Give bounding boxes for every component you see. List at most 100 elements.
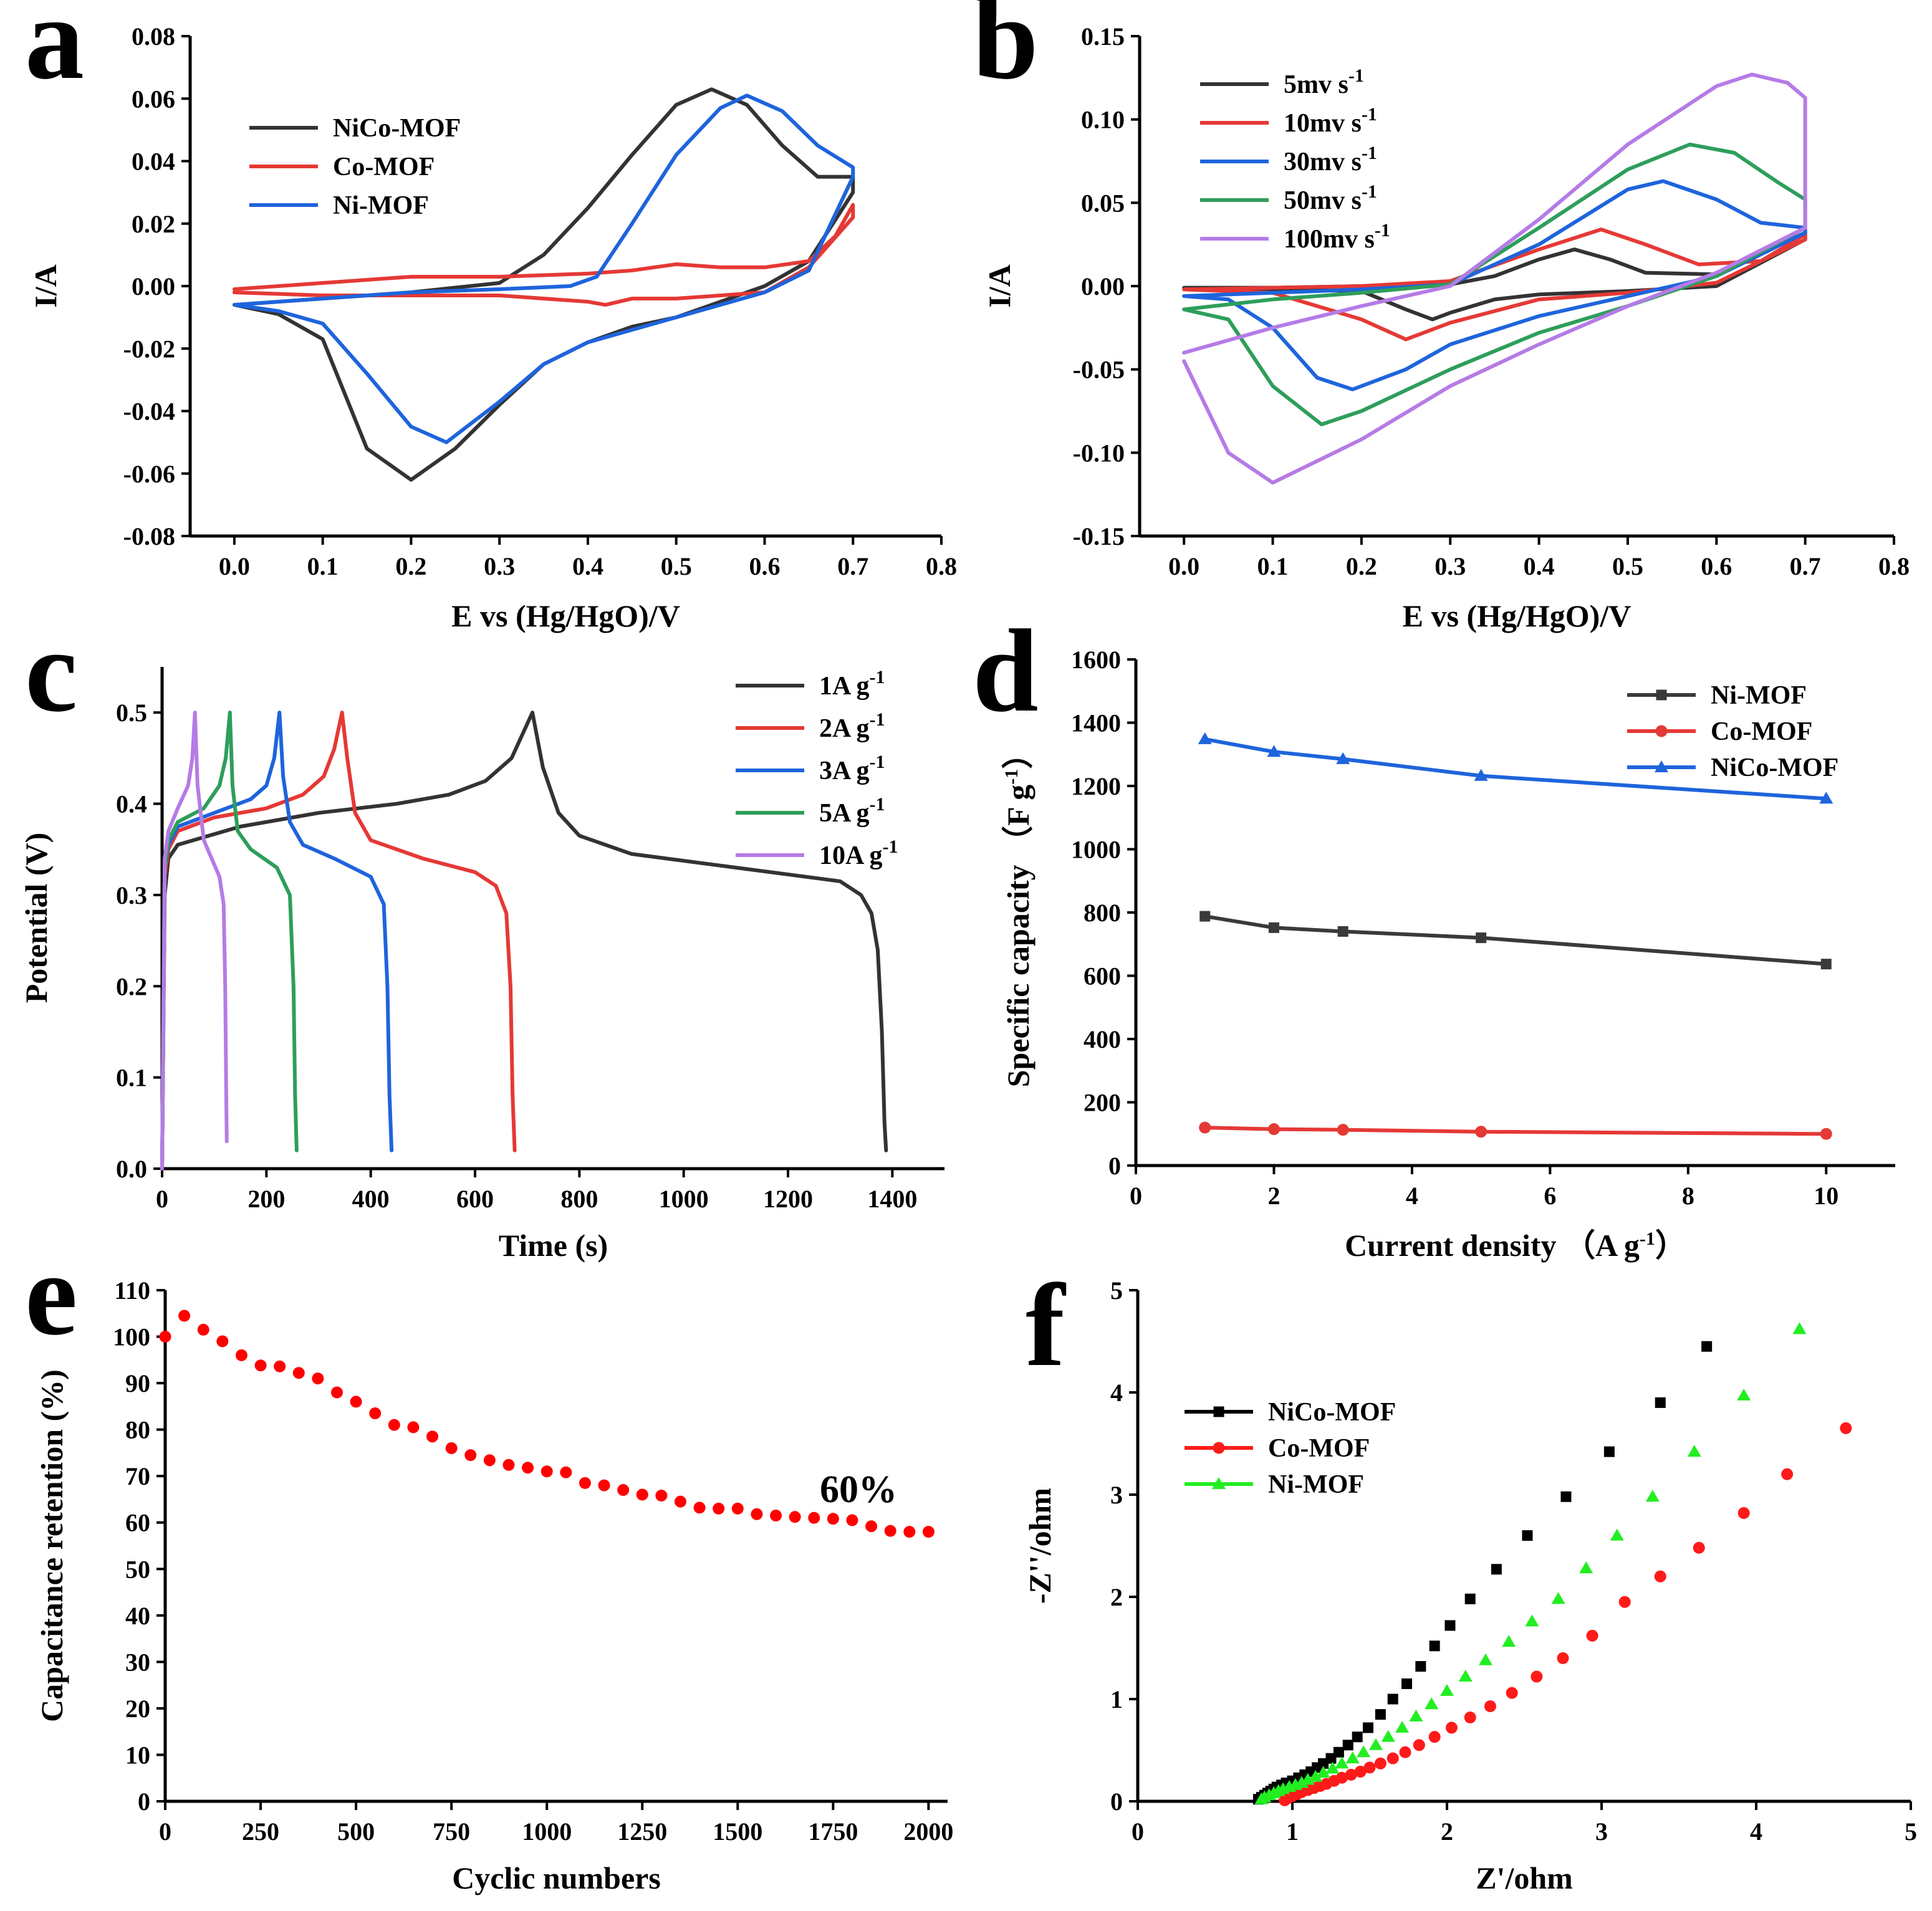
- data-point: [1395, 1720, 1410, 1733]
- legend-label: Ni-MOF: [1711, 681, 1807, 710]
- x-tick-label: 0.7: [837, 552, 868, 580]
- x-tick-label: 1000: [659, 1185, 709, 1213]
- x-axis-title: Time (s): [499, 1228, 608, 1263]
- data-point: [1337, 1124, 1349, 1136]
- data-point: [1502, 1635, 1516, 1647]
- data-point: [254, 1359, 267, 1372]
- y-tick-label: 110: [114, 1276, 150, 1305]
- legend-marker: [1213, 1406, 1224, 1417]
- y-tick-label: 40: [125, 1602, 150, 1630]
- x-tick-label: 0.6: [749, 552, 780, 580]
- data-point: [1484, 1700, 1496, 1712]
- data-point: [1294, 1776, 1309, 1788]
- data-point: [1374, 1757, 1387, 1770]
- x-axis-title-main: Current density （A g: [1345, 1228, 1640, 1263]
- y-tick-label: 100: [113, 1323, 150, 1351]
- x-tick-label: 0.1: [307, 552, 339, 580]
- legend-label: 50mv s-1: [1284, 181, 1377, 215]
- y-tick-label: 10: [125, 1741, 150, 1769]
- data-point: [541, 1465, 553, 1478]
- x-tick-label: 2000: [903, 1818, 953, 1846]
- data-point: [1475, 1126, 1487, 1138]
- legend-marker: [1655, 760, 1668, 772]
- data-point: [617, 1484, 630, 1497]
- legend-label: NiCo-MOF: [1711, 754, 1838, 782]
- series-line: [232, 87, 855, 482]
- data-point: [1820, 959, 1832, 970]
- data-point: [1399, 1746, 1411, 1758]
- data-point: [502, 1458, 515, 1471]
- x-tick-label: 800: [560, 1185, 598, 1213]
- data-point: [731, 1502, 744, 1515]
- legend-label: Co-MOF: [1268, 1434, 1370, 1463]
- data-point: [1381, 1730, 1395, 1742]
- x-tick-label: 8: [1682, 1182, 1694, 1210]
- data-point: [445, 1442, 458, 1454]
- x-tick-label: 1250: [617, 1818, 667, 1846]
- legend-label: 100mv s-1: [1284, 220, 1390, 254]
- data-point: [1645, 1490, 1660, 1502]
- x-tick-label: 5: [1905, 1818, 1917, 1846]
- data-point: [426, 1430, 439, 1443]
- x-tick-label: 500: [337, 1818, 375, 1846]
- series-line: [160, 711, 299, 1171]
- y-tick-label: 200: [1084, 1089, 1121, 1117]
- data-point: [1525, 1614, 1539, 1627]
- series-line: [160, 711, 517, 1171]
- data-point: [1687, 1445, 1701, 1457]
- legend-label-main: 30mv s: [1284, 148, 1362, 176]
- data-point: [407, 1421, 420, 1434]
- y-tick-label: 0.2: [116, 972, 147, 1000]
- y-axis-title: Capacitance retention (%): [34, 1369, 69, 1722]
- x-tick-label: 0.1: [1257, 552, 1289, 580]
- data-point: [579, 1477, 591, 1489]
- data-point: [1425, 1697, 1439, 1710]
- legend-label: Co-MOF: [1711, 717, 1812, 746]
- data-point: [1819, 792, 1833, 804]
- data-point: [1557, 1652, 1569, 1664]
- legend-label: Ni-MOF: [333, 191, 429, 220]
- legend-label: 5mv s-1: [1284, 65, 1364, 99]
- data-point: [1701, 1341, 1713, 1352]
- data-point: [1491, 1564, 1502, 1575]
- x-tick-label: 0.3: [484, 552, 515, 580]
- data-point: [1335, 1756, 1349, 1769]
- data-point: [1603, 1446, 1615, 1457]
- x-axis-title: E vs (Hg/HgO)/V: [1403, 598, 1632, 633]
- y-tick-label: -0.08: [123, 522, 175, 550]
- y-tick-label: 600: [1084, 962, 1121, 990]
- data-point: [464, 1449, 477, 1462]
- x-tick-label: 0.2: [395, 552, 426, 580]
- x-tick-label: 6: [1544, 1182, 1556, 1210]
- data-point: [1693, 1541, 1705, 1554]
- series-Co-MOF: [1199, 1121, 1832, 1140]
- y-tick-label: 3: [1110, 1481, 1123, 1509]
- legend-marker: [1212, 1477, 1226, 1489]
- x-tick-label: 1500: [713, 1818, 762, 1846]
- y-tick-label: 90: [125, 1369, 150, 1397]
- x-tick-label: 0.4: [572, 552, 603, 580]
- legend-label-main: 100mv s: [1284, 225, 1375, 254]
- data-point: [560, 1466, 572, 1478]
- x-axis-title-end: ）: [1655, 1228, 1686, 1263]
- series-line: [232, 93, 855, 444]
- legend-label-main: 50mv s: [1284, 186, 1362, 215]
- data-point: [292, 1367, 305, 1379]
- y-tick-label: 0.15: [1081, 22, 1125, 50]
- series-Co-MOF: [232, 203, 855, 307]
- y-tick-label: 0.05: [1081, 189, 1125, 217]
- data-point: [1363, 1722, 1374, 1733]
- chart-panel-e: e 0 250 500 750 1000 1250 1500 1750 2000 0 10 20 30 40…: [25, 1229, 953, 1895]
- legend-label-main: 2A g: [819, 714, 870, 743]
- data-point: [1737, 1388, 1751, 1401]
- x-tick-label: 1000: [522, 1818, 572, 1846]
- data-point: [1345, 1751, 1360, 1764]
- y-tick-label: 60: [125, 1509, 150, 1537]
- panel-letter-d: d: [973, 606, 1039, 737]
- y-tick-label: 0.04: [132, 148, 175, 176]
- x-tick-label: 4: [1750, 1818, 1762, 1846]
- y-tick-label: 1000: [1071, 836, 1121, 864]
- x-axis-title-superscript: -1: [1640, 1228, 1655, 1249]
- x-tick-label: 10: [1814, 1182, 1838, 1210]
